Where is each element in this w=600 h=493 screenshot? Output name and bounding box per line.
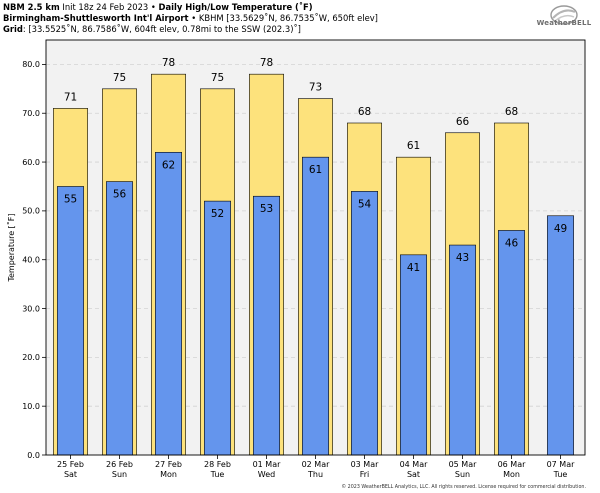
init-time: Init 18z 24 Feb 2023 • — [59, 2, 159, 12]
x-tick-day: Sun — [112, 470, 127, 479]
x-tick-date: 01 Mar — [253, 460, 282, 469]
low-bar — [106, 181, 133, 456]
logo-globe-icon — [550, 5, 578, 25]
model-name: NBM 2.5 km — [3, 2, 60, 12]
y-tick-label: 10.0 — [22, 402, 40, 411]
low-bar — [498, 230, 525, 456]
chart-title: Daily High/Low Temperature (˚F) — [158, 2, 313, 12]
x-tick-day: Sun — [455, 470, 470, 479]
low-bar — [400, 254, 427, 456]
x-tick-date: 02 Mar — [302, 460, 331, 469]
x-tick-day: Mon — [160, 470, 177, 479]
chart-header-line3: Grid: [33.5525˚N, 86.7586˚W, 604ft elev,… — [3, 24, 301, 35]
y-tick-label: 40.0 — [22, 256, 40, 265]
y-tick-label: 80.0 — [22, 60, 40, 69]
station-name: Birmingham-Shuttlesworth Int'l Airport — [3, 13, 189, 23]
chart-header-line2: Birmingham-Shuttlesworth Int'l Airport •… — [3, 13, 378, 24]
high-value-label: 66 — [456, 116, 470, 128]
high-value-label: 68 — [358, 106, 371, 118]
low-value-label: 41 — [407, 262, 420, 274]
x-tick-day: Sat — [407, 470, 420, 479]
x-tick-day: Fri — [360, 470, 370, 479]
x-tick-date: 25 Feb — [57, 460, 84, 469]
logo-text: WeatherBELL — [536, 19, 592, 27]
low-value-label: 55 — [64, 193, 77, 205]
low-value-label: 56 — [113, 189, 127, 201]
x-tick-day: Tue — [210, 470, 225, 479]
low-value-label: 54 — [358, 198, 372, 210]
x-tick-day: Thu — [307, 470, 323, 479]
low-bar — [57, 186, 84, 456]
high-value-label: 75 — [211, 72, 224, 84]
high-value-label: 78 — [162, 57, 175, 69]
x-tick-date: 03 Mar — [351, 460, 380, 469]
high-value-label: 71 — [64, 91, 77, 103]
low-bar — [155, 151, 182, 456]
low-value-label: 46 — [505, 237, 519, 249]
copyright-footer: © 2023 WeatherBELL Analytics, LLC. All r… — [341, 485, 586, 490]
low-value-label: 43 — [456, 252, 469, 264]
low-bar — [449, 244, 476, 456]
x-tick-day: Sat — [64, 470, 77, 479]
x-tick-day: Mon — [503, 470, 520, 479]
low-value-label: 49 — [554, 223, 567, 235]
x-tick-date: 06 Mar — [498, 460, 527, 469]
low-value-label: 52 — [211, 208, 224, 220]
plot-frame — [45, 39, 586, 456]
chart-header-line1: NBM 2.5 km Init 18z 24 Feb 2023 • Daily … — [3, 2, 313, 13]
grid-location: : [33.5525˚N, 86.7586˚W, 604ft elev, 0.7… — [22, 24, 301, 34]
high-value-label: 78 — [260, 57, 273, 69]
low-value-label: 53 — [260, 203, 273, 215]
y-tick-label: 20.0 — [22, 353, 40, 362]
x-tick-date: 05 Mar — [449, 460, 478, 469]
x-tick-day: Wed — [258, 470, 275, 479]
x-tick-date: 27 Feb — [155, 460, 182, 469]
low-value-label: 62 — [162, 159, 175, 171]
low-bar — [547, 215, 574, 456]
low-bar — [253, 195, 280, 456]
y-tick-label: 60.0 — [22, 158, 40, 167]
high-value-label: 61 — [407, 140, 420, 152]
weatherbell-logo: WeatherBELL — [533, 3, 595, 33]
low-bar — [204, 200, 231, 456]
low-bar — [302, 156, 329, 456]
x-tick-date: 28 Feb — [204, 460, 231, 469]
y-tick-label: 30.0 — [22, 304, 40, 313]
x-tick-date: 07 Mar — [547, 460, 576, 469]
station-location: • KBHM [33.5629˚N, 86.7535˚W, 650ft elev… — [188, 13, 378, 23]
x-tick-date: 04 Mar — [400, 460, 429, 469]
x-tick-date: 26 Feb — [106, 460, 133, 469]
y-tick-label: 0.0 — [27, 451, 40, 460]
high-value-label: 75 — [113, 72, 126, 84]
y-tick-label: 50.0 — [22, 207, 40, 216]
high-value-label: 73 — [309, 82, 322, 94]
y-tick-label: 70.0 — [22, 109, 40, 118]
x-tick-day: Tue — [553, 470, 568, 479]
low-value-label: 61 — [309, 164, 322, 176]
grid-label: Grid — [3, 24, 23, 34]
high-value-label: 68 — [505, 106, 518, 118]
low-bar — [351, 191, 378, 456]
y-axis-label: Temperature [˚F] — [6, 213, 16, 282]
